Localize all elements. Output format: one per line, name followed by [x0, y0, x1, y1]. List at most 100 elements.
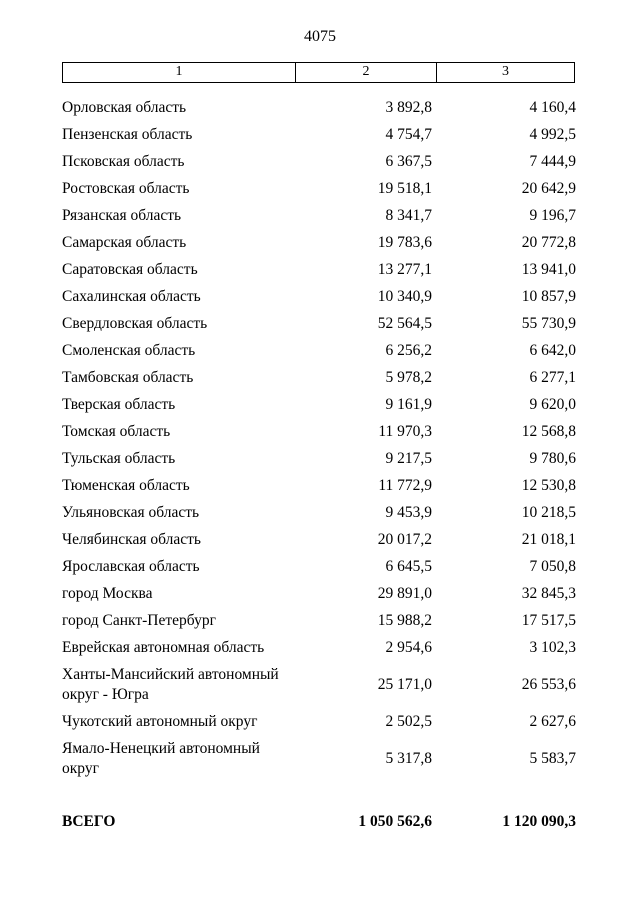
- header-col-1: 1: [63, 63, 296, 82]
- region-name: Ханты-Мансийский автономный округ - Югра: [62, 665, 279, 703]
- table-row: город Санкт-Петербург 15 988,2 17 517,5: [62, 607, 576, 634]
- table-row: Орловская область 3 892,8 4 160,4: [62, 94, 576, 121]
- value-col3: 7 444,9: [529, 152, 577, 170]
- value-col3: 17 517,5: [521, 611, 576, 629]
- value-col2: 13 277,1: [377, 260, 432, 278]
- value-col2: 5 317,8: [385, 749, 433, 767]
- value-col3: 21 018,1: [521, 530, 576, 548]
- table-row: Тамбовская область 5 978,2 6 277,1: [62, 364, 576, 391]
- region-name: Тюменская область: [62, 476, 190, 494]
- table-row: Ханты-Мансийский автономный округ - Югра…: [62, 661, 576, 708]
- table-header: 1 2 3: [62, 62, 575, 83]
- value-col3: 10 857,9: [521, 287, 576, 305]
- table-row: Саратовская область 13 277,1 13 941,0: [62, 256, 576, 283]
- value-col2: 25 171,0: [377, 675, 432, 693]
- value-col3: 55 730,9: [521, 314, 576, 332]
- value-col2: 52 564,5: [377, 314, 432, 332]
- value-col3: 4 160,4: [529, 98, 577, 116]
- value-col2: 15 988,2: [377, 611, 432, 629]
- value-col2: 29 891,0: [377, 584, 432, 602]
- table-row: Сахалинская область 10 340,9 10 857,9: [62, 283, 576, 310]
- value-col2: 11 772,9: [378, 476, 432, 494]
- value-col3: 20 642,9: [521, 179, 576, 197]
- header-col-3: 3: [502, 64, 509, 79]
- table-row: Тверская область 9 161,9 9 620,0: [62, 391, 576, 418]
- region-name: Саратовская область: [62, 260, 198, 278]
- region-name: Самарская область: [62, 233, 187, 251]
- table-row: город Москва 29 891,0 32 845,3: [62, 580, 576, 607]
- total-value-col2: 1 050 562,6: [358, 812, 432, 830]
- total-label: ВСЕГО: [62, 812, 116, 830]
- table-row: Томская область 11 970,3 12 568,8: [62, 418, 576, 445]
- table-row: Чукотский автономный округ 2 502,5 2 627,6: [62, 708, 576, 735]
- value-col2: 19 783,6: [377, 233, 432, 251]
- value-col2: 5 978,2: [385, 368, 433, 386]
- total-row: ВСЕГО 1 050 562,6 1 120 090,3: [62, 808, 576, 835]
- value-col2: 6 645,5: [385, 557, 433, 575]
- value-col2: 20 017,2: [377, 530, 432, 548]
- value-col2: 3 892,8: [385, 98, 433, 116]
- table-row: Еврейская автономная область 2 954,6 3 102…: [62, 634, 576, 661]
- value-col3: 3 102,3: [529, 638, 577, 656]
- value-col2: 8 341,7: [385, 206, 433, 224]
- table-row: Челябинская область 20 017,2 21 018,1: [62, 526, 576, 553]
- region-name: Смоленская область: [62, 341, 196, 359]
- value-col3: 9 780,6: [529, 449, 577, 467]
- value-col3: 7 050,8: [529, 557, 577, 575]
- value-col3: 12 530,8: [521, 476, 576, 494]
- table-row: Тюменская область 11 772,9 12 530,8: [62, 472, 576, 499]
- region-name: Челябинская область: [62, 530, 201, 548]
- value-col2: 6 367,5: [385, 152, 433, 170]
- region-name: Свердловская область: [62, 314, 208, 332]
- value-col3: 5 583,7: [529, 749, 577, 767]
- region-name: город Санкт-Петербург: [62, 611, 216, 629]
- table-row: Псковская область 6 367,5 7 444,9: [62, 148, 576, 175]
- value-col3: 32 845,3: [521, 584, 576, 602]
- region-name: Сахалинская область: [62, 287, 201, 305]
- region-name: Тульская область: [62, 449, 176, 467]
- region-name: Чукотский автономный округ: [62, 712, 258, 730]
- region-name: Томская область: [62, 422, 171, 440]
- value-col3: 6 277,1: [529, 368, 577, 386]
- total-value-col3: 1 120 090,3: [502, 812, 576, 830]
- region-name: Тверская область: [62, 395, 176, 413]
- region-name: Ярославская область: [62, 557, 200, 575]
- page-number: 4075: [304, 28, 336, 45]
- table-row: Смоленская область 6 256,2 6 642,0: [62, 337, 576, 364]
- value-col3: 26 553,6: [521, 675, 576, 693]
- table-row: Самарская область 19 783,6 20 772,8: [62, 229, 576, 256]
- table-body: Орловская область 3 892,8 4 160,4 Пензенска…: [62, 94, 576, 835]
- value-col2: 10 340,9: [377, 287, 432, 305]
- value-col3: 6 642,0: [529, 341, 577, 359]
- value-col3: 20 772,8: [521, 233, 576, 251]
- region-name: Ростовская область: [62, 179, 190, 197]
- value-col2: 9 453,9: [385, 503, 433, 521]
- value-col3: 9 196,7: [529, 206, 577, 224]
- value-col2: 11 970,3: [378, 422, 432, 440]
- value-col3: 4 992,5: [529, 125, 577, 143]
- region-name: Тамбовская область: [62, 368, 194, 386]
- value-col2: 2 954,6: [385, 638, 433, 656]
- table-row: Свердловская область 52 564,5 55 730,9: [62, 310, 576, 337]
- table-row: Ростовская область 19 518,1 20 642,9: [62, 175, 576, 202]
- region-name: Пензенская область: [62, 125, 193, 143]
- region-name: Еврейская автономная область: [62, 638, 265, 656]
- value-col2: 19 518,1: [377, 179, 432, 197]
- table-row: Рязанская область 8 341,7 9 196,7: [62, 202, 576, 229]
- value-col2: 4 754,7: [385, 125, 433, 143]
- region-name: город Москва: [62, 584, 153, 602]
- value-col2: 2 502,5: [385, 712, 433, 730]
- value-col3: 12 568,8: [521, 422, 576, 440]
- table-row: Тульская область 9 217,5 9 780,6: [62, 445, 576, 472]
- value-col3: 10 218,5: [521, 503, 576, 521]
- value-col3: 9 620,0: [529, 395, 577, 413]
- value-col3: 13 941,0: [521, 260, 576, 278]
- value-col3: 2 627,6: [529, 712, 577, 730]
- table-row: Пензенская область 4 754,7 4 992,5: [62, 121, 576, 148]
- table-row: Ямало-Ненецкий автономный округ 5 317,8 5 …: [62, 735, 576, 782]
- header-col-2: 2: [296, 63, 437, 82]
- value-col2: 6 256,2: [385, 341, 433, 359]
- region-name: Псковская область: [62, 152, 185, 170]
- region-name: Ямало-Ненецкий автономный округ: [62, 739, 260, 777]
